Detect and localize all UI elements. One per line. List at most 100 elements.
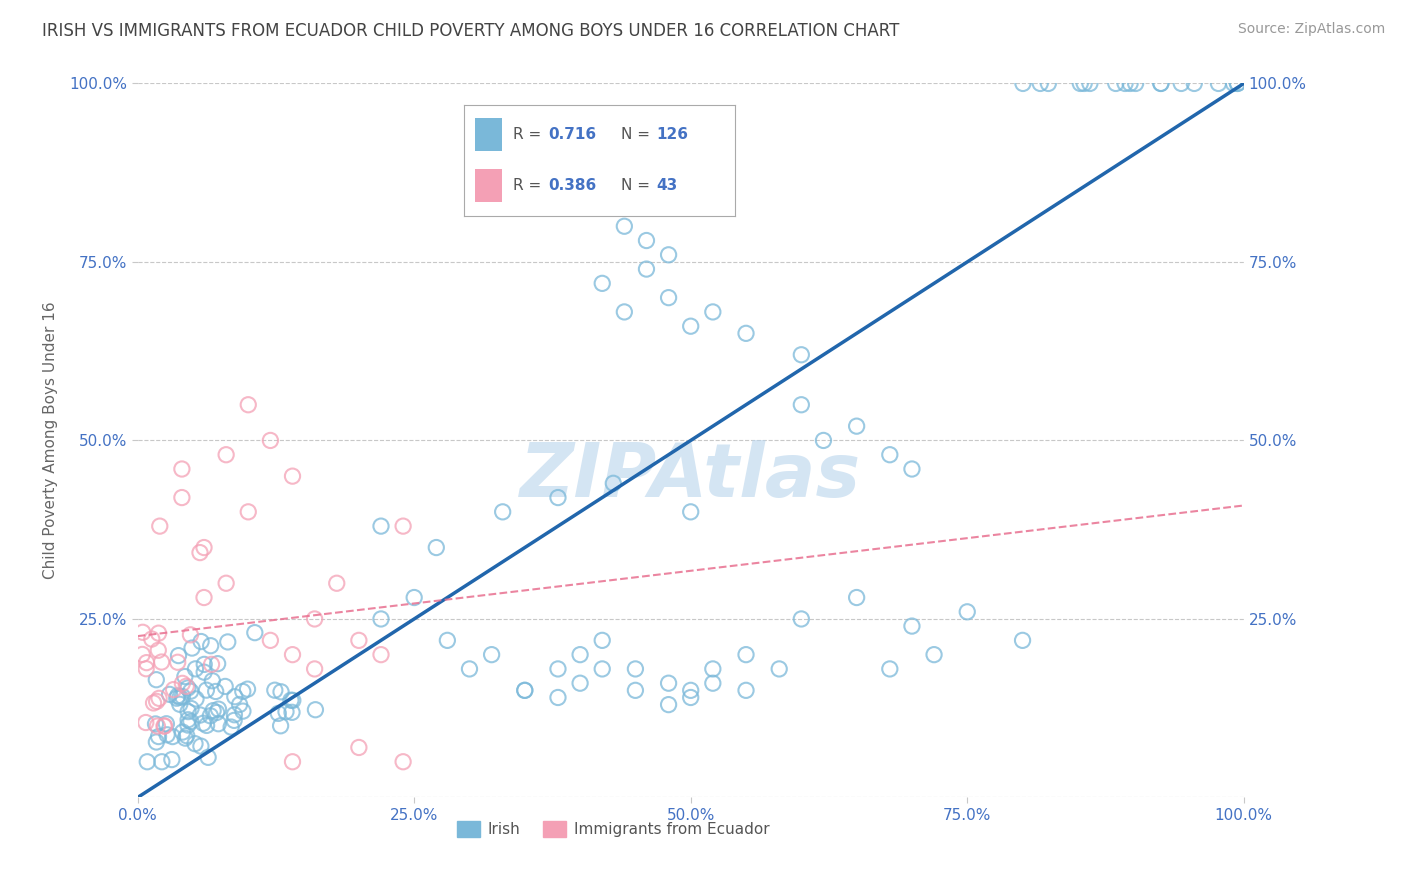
Point (569, 676, 592, 690)
Point (901, 619, 924, 633)
Point (174, 679, 197, 693)
Point (735, 683, 758, 698)
Point (591, 633, 613, 648)
Point (193, 591, 215, 605)
Point (224, 690, 246, 704)
Point (162, 682, 184, 697)
Point (392, 519, 415, 533)
Point (956, 605, 979, 619)
Point (1119, 77, 1142, 91)
Point (270, 685, 292, 699)
Point (658, 676, 681, 690)
Point (173, 669, 195, 683)
Point (153, 719, 176, 733)
Point (370, 519, 392, 533)
Point (347, 740, 370, 755)
Point (200, 657, 222, 672)
Point (879, 448, 901, 462)
Point (219, 720, 242, 734)
Point (205, 706, 228, 720)
Point (702, 662, 724, 676)
Point (658, 698, 681, 712)
Point (160, 753, 183, 767)
Point (190, 739, 212, 753)
Point (735, 648, 758, 662)
Point (193, 657, 215, 672)
Point (207, 702, 229, 716)
Point (1182, 77, 1205, 91)
Point (172, 690, 194, 704)
Point (191, 716, 214, 731)
Point (170, 462, 193, 476)
Point (202, 704, 225, 718)
Point (201, 673, 224, 688)
Point (425, 541, 447, 555)
Point (790, 398, 813, 412)
Point (195, 683, 218, 698)
Point (177, 681, 200, 695)
Point (790, 612, 813, 626)
Point (232, 704, 254, 718)
Point (602, 476, 624, 491)
Point (404, 591, 426, 605)
Point (232, 684, 254, 698)
Point (215, 576, 238, 591)
Point (167, 648, 190, 663)
Point (145, 717, 167, 731)
Point (636, 234, 658, 248)
Point (679, 319, 702, 334)
Point (1226, 77, 1249, 91)
Point (146, 719, 169, 733)
Legend: Irish, Immigrants from Ecuador: Irish, Immigrants from Ecuador (451, 815, 776, 843)
Point (658, 291, 681, 305)
Point (845, 419, 868, 434)
Point (370, 648, 392, 662)
Point (172, 725, 194, 739)
Point (658, 248, 681, 262)
Point (180, 684, 202, 698)
Point (458, 662, 481, 676)
Point (243, 625, 266, 640)
Point (326, 576, 349, 591)
Point (1114, 77, 1136, 91)
Point (172, 676, 194, 690)
Point (170, 491, 193, 505)
Point (188, 546, 211, 560)
Point (768, 662, 790, 676)
Point (228, 698, 250, 712)
Point (267, 706, 290, 721)
Point (159, 687, 181, 701)
Point (1038, 77, 1060, 91)
Point (193, 665, 215, 680)
Point (204, 684, 226, 698)
Point (224, 707, 246, 722)
Point (304, 612, 326, 626)
Point (179, 628, 201, 642)
Point (150, 655, 173, 669)
Point (149, 519, 172, 533)
Point (370, 612, 392, 626)
Y-axis label: Child Poverty Among Boys Under 16: Child Poverty Among Boys Under 16 (44, 301, 58, 579)
Point (180, 701, 202, 715)
Point (259, 434, 281, 448)
Point (153, 719, 176, 733)
Point (184, 662, 207, 676)
Point (148, 730, 170, 744)
Point (238, 505, 260, 519)
Point (613, 219, 636, 234)
Point (166, 655, 188, 669)
Point (169, 690, 191, 705)
Point (547, 690, 569, 705)
Point (259, 633, 281, 648)
Point (281, 706, 304, 720)
Point (790, 348, 813, 362)
Point (392, 755, 415, 769)
Point (200, 708, 222, 723)
Point (150, 755, 173, 769)
Point (156, 728, 179, 742)
Point (136, 755, 159, 769)
Point (207, 657, 229, 671)
Point (481, 648, 503, 662)
Point (547, 662, 569, 676)
Point (1078, 77, 1101, 91)
